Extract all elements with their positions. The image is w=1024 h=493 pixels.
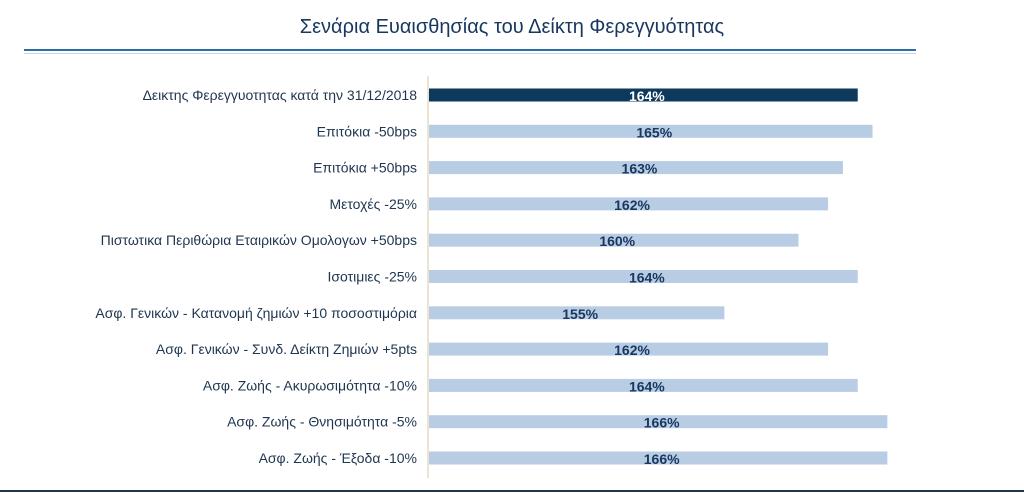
data-label: 162% bbox=[614, 342, 650, 358]
bar bbox=[429, 197, 829, 211]
data-label: 165% bbox=[636, 124, 672, 140]
data-label: 162% bbox=[614, 197, 650, 213]
data-label: 155% bbox=[562, 306, 598, 322]
data-label: 164% bbox=[629, 88, 665, 104]
bar bbox=[429, 233, 799, 247]
chart-title: Σενάρια Ευαισθησίας του Δείκτη Φερεγγυότ… bbox=[299, 16, 725, 38]
bar bbox=[429, 270, 858, 283]
data-label: 164% bbox=[629, 270, 665, 286]
bar bbox=[429, 306, 725, 320]
bar bbox=[429, 415, 888, 429]
category-label: Επιτόκια +50bps bbox=[313, 160, 417, 176]
category-label: Μετοχές -25% bbox=[329, 196, 417, 212]
data-label: 166% bbox=[644, 451, 680, 467]
bar bbox=[429, 342, 829, 356]
data-label: 163% bbox=[622, 161, 658, 177]
bar bbox=[429, 124, 873, 138]
bar bbox=[429, 161, 843, 175]
category-label: Ασφ. Γενικών - Συνδ. Δείκτη Ζημιών +5pts bbox=[156, 341, 417, 357]
category-label: Ασφ. Ζωής - Έξοδα -10% bbox=[259, 450, 417, 466]
bar bbox=[429, 88, 858, 102]
category-label: Ασφ. Γενικών - Κατανομή ζημιών +10 ποσοσ… bbox=[95, 305, 417, 321]
category-label: Ασφ. Ζωής - Θνησιμότητα -5% bbox=[227, 414, 417, 430]
bottom-border bbox=[0, 490, 1024, 492]
category-label: Ασφ. Ζωής - Ακυρωσιμότητα -10% bbox=[203, 377, 417, 393]
bar bbox=[429, 451, 888, 465]
bar bbox=[429, 378, 858, 392]
data-label: 166% bbox=[644, 415, 680, 431]
category-label: Ισοτιμιες -25% bbox=[328, 269, 418, 285]
category-label: Επιτόκια -50bps bbox=[317, 123, 417, 139]
title-underline bbox=[24, 49, 916, 51]
title-underline-secondary bbox=[24, 53, 916, 54]
data-label: 160% bbox=[599, 233, 635, 249]
data-label: 164% bbox=[629, 378, 665, 394]
category-label: Πιστωτικα Περιθώρια Εταιρικών Ομολογων +… bbox=[101, 232, 417, 248]
category-label: Δεικτης Φερεγγυοτητας κατά την 31/12/201… bbox=[143, 87, 418, 103]
